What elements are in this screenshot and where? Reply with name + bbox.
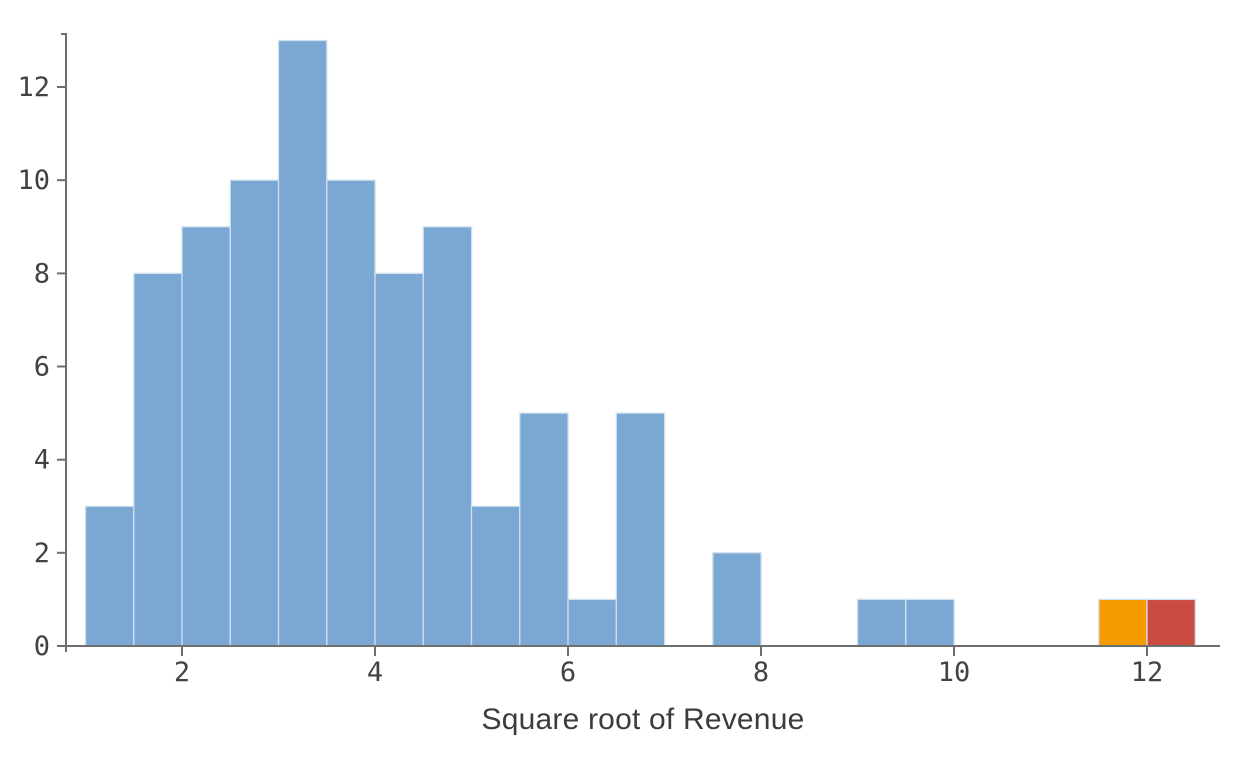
histogram-bar-blue — [84, 505, 135, 647]
y-tick-label: 0 — [34, 631, 50, 662]
x-tick-label: 12 — [1131, 657, 1164, 688]
histogram-bar-blue — [567, 598, 617, 647]
y-tick-label: 4 — [34, 445, 50, 476]
histogram-bar-blue — [856, 598, 907, 647]
x-tick-label: 10 — [938, 657, 971, 688]
y-tick-label: 10 — [17, 165, 50, 196]
histogram-bar-blue — [519, 412, 569, 647]
y-tick-label: 12 — [17, 72, 50, 103]
histogram-bar-blue — [905, 598, 955, 647]
x-tick-label: 6 — [560, 657, 576, 688]
histogram-bar-blue — [374, 272, 424, 647]
histogram-bar-blue — [181, 226, 231, 647]
x-tick-label: 2 — [174, 657, 190, 688]
histogram-bar-blue — [422, 226, 473, 647]
y-tick-label: 8 — [34, 258, 50, 289]
histogram-bar-blue — [470, 505, 521, 647]
histogram-bar-red — [1146, 598, 1196, 647]
y-tick-label: 2 — [34, 538, 50, 569]
histogram-bar-blue — [277, 39, 328, 647]
histogram-bar-blue — [229, 179, 280, 647]
histogram-bar-blue — [712, 552, 762, 647]
histogram-bar-blue — [615, 412, 666, 647]
histogram-bar-blue — [326, 179, 376, 647]
x-tick-label: 4 — [367, 657, 383, 688]
x-tick-label: 8 — [753, 657, 769, 688]
histogram-bar-blue — [133, 272, 183, 647]
x-axis-title: Square root of Revenue — [481, 703, 805, 736]
histogram-bar-orange — [1098, 598, 1148, 647]
y-tick-label: 6 — [34, 352, 50, 383]
